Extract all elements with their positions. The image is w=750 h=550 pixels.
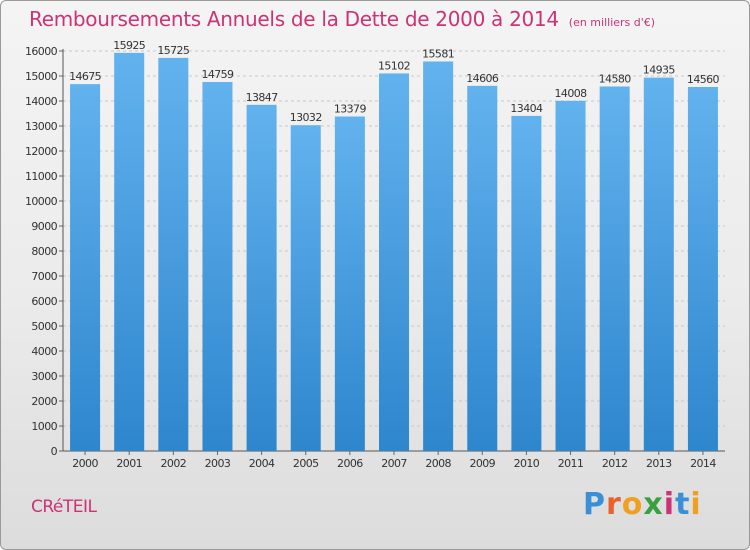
x-tick-label: 2011	[558, 457, 584, 470]
x-tick-label: 2001	[116, 457, 142, 470]
y-tick-label: 12000	[25, 145, 58, 158]
bar-2014	[687, 87, 718, 451]
y-tick-label: 6000	[31, 295, 57, 308]
y-tick-label: 13000	[25, 120, 58, 133]
bar-2006	[334, 116, 365, 452]
y-tick-label: 3000	[31, 370, 57, 383]
bar-2001	[114, 52, 145, 451]
logo-letter: i	[690, 487, 702, 522]
bar-2013	[643, 77, 674, 451]
data-label-2004: 13847	[246, 91, 279, 104]
proxiti-logo[interactable]: Proxiti	[583, 487, 702, 522]
data-label-2010: 13404	[510, 102, 543, 115]
bar-2011	[555, 100, 586, 452]
x-tick-label: 2008	[425, 457, 451, 470]
data-label-2008: 15581	[422, 47, 454, 60]
logo-letter: x	[643, 487, 664, 522]
y-tick-label: 9000	[31, 220, 57, 233]
y-tick-label: 14000	[25, 95, 58, 108]
x-tick-label: 2007	[381, 457, 407, 470]
bar-2005	[290, 125, 321, 451]
data-label-2013: 14935	[643, 64, 676, 77]
x-tick-label: 2002	[161, 457, 187, 470]
y-tick-label: 8000	[31, 245, 57, 258]
data-label-2003: 14759	[201, 68, 234, 81]
bar-2003	[202, 82, 233, 452]
chart-title: Remboursements Annuels de la Dette de 20…	[29, 7, 655, 31]
x-tick-label: 2006	[337, 457, 363, 470]
bar-2010	[511, 115, 542, 452]
logo-letter: o	[621, 487, 644, 522]
chart-title-text: Remboursements Annuels de la Dette de 20…	[29, 7, 559, 31]
data-labels: 14675 15925 15725 14759 13847 13032 13379 15102…	[69, 39, 720, 124]
bar-2012	[599, 86, 630, 451]
x-tick-label: 2009	[469, 457, 495, 470]
y-tick-label: 16000	[25, 45, 58, 58]
x-tick-label: 2003	[205, 457, 231, 470]
y-tick-label: 4000	[31, 345, 57, 358]
x-tick-label: 2005	[293, 457, 319, 470]
data-label-2011: 14008	[555, 87, 588, 100]
data-label-2005: 13032	[290, 111, 322, 124]
data-label-2014: 14560	[687, 73, 720, 86]
y-tick-label: 2000	[31, 395, 57, 408]
logo-letter: t	[675, 487, 691, 522]
bars	[70, 52, 718, 452]
bar-2009	[467, 85, 498, 451]
logo-letter: P	[583, 487, 606, 522]
bar-2000	[70, 84, 101, 451]
data-label-2002: 15725	[157, 44, 190, 57]
x-tick-label: 2014	[690, 457, 716, 470]
x-tick-label: 2013	[646, 457, 672, 470]
logo-letter: r	[606, 487, 622, 522]
city-name: CRéTEIL	[31, 497, 97, 517]
y-tick-label: 11000	[25, 170, 58, 183]
data-label-2006: 13379	[334, 103, 367, 116]
data-label-2007: 15102	[378, 59, 410, 72]
bar-2008	[423, 61, 454, 451]
chart-subtitle: (en milliers d'€)	[568, 16, 656, 29]
y-tick-label: 15000	[25, 70, 58, 83]
x-tick-label: 2004	[249, 457, 275, 470]
y-tick-label: 5000	[31, 320, 57, 333]
y-tick-label: 7000	[31, 270, 57, 283]
x-tick-label: 2000	[72, 457, 98, 470]
data-label-2012: 14580	[599, 73, 632, 86]
bar-2004	[246, 104, 277, 451]
data-label-2000: 14675	[69, 70, 102, 83]
x-tick-label: 2010	[514, 457, 540, 470]
y-tick-label: 1000	[31, 420, 57, 433]
bar-2007	[378, 73, 410, 451]
data-label-2009: 14606	[466, 72, 499, 85]
x-tick-label: 2012	[602, 457, 628, 470]
y-tick-label: 0	[51, 445, 58, 458]
logo-letter: i	[663, 487, 676, 522]
y-tick-label: 10000	[25, 195, 58, 208]
bar-2002	[158, 57, 189, 451]
data-label-2001: 15925	[113, 39, 146, 52]
